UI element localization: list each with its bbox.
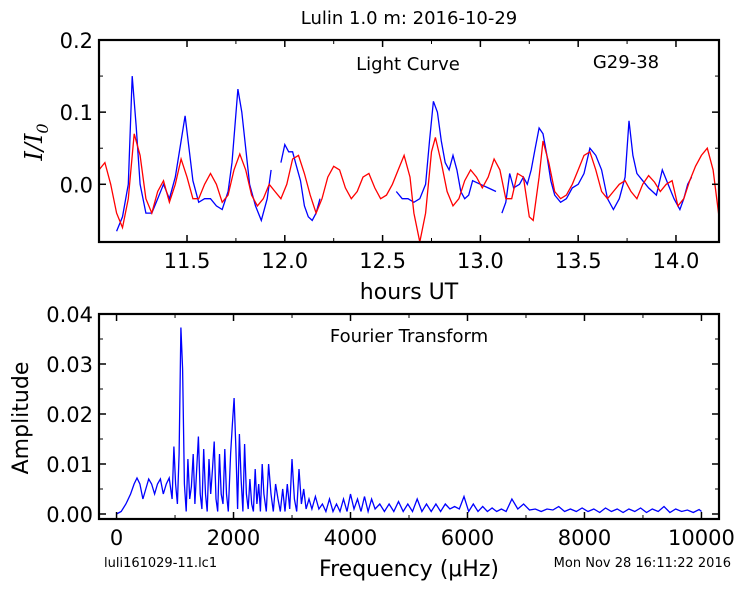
plot-frame: [97, 38, 721, 244]
light-curve-series-0-segment-3: [501, 120, 693, 214]
light-curve-ylabel: I/I0: [20, 123, 52, 161]
data-filename: luli161029-11.lc1: [104, 556, 217, 571]
y-tick-label: 0.2: [60, 29, 93, 53]
light-curve-series-1-segment-0: [99, 133, 719, 242]
x-tick-label: 10000: [668, 526, 735, 550]
y-tick-label: 0.0: [60, 173, 93, 197]
fourier-panel: Fourier Transform Frequency (μHz) Amplit…: [9, 303, 735, 582]
svg-text:I/I0: I/I0: [20, 123, 52, 161]
light-curve-series-0-segment-2: [395, 101, 497, 204]
x-tick-label: 2000: [207, 526, 260, 550]
x-tick-label: 14.0: [653, 249, 700, 273]
star-name-label: G29-38: [593, 52, 659, 73]
x-tick-label: 4000: [324, 526, 377, 550]
figure-title: Lulin 1.0 m: 2016-10-29: [301, 8, 518, 29]
x-tick-label: 12.5: [359, 249, 406, 273]
plot-timestamp: Mon Nov 28 16:11:22 2016: [554, 556, 731, 571]
x-tick-label: 13.0: [457, 249, 504, 273]
light-curve-title: Light Curve: [356, 54, 460, 75]
x-tick-label: 8000: [558, 526, 611, 550]
y-tick-label: 0.01: [46, 453, 93, 477]
x-tick-label: 12.0: [261, 249, 308, 273]
light-curve-series-0-segment-1: [280, 142, 321, 222]
y-tick-label: 0.00: [46, 503, 93, 527]
y-tick-label: 0.04: [46, 303, 93, 327]
fourier-series-0-segment-0: [116, 327, 702, 515]
y-tick-label: 0.03: [46, 353, 93, 377]
light-curve-series-0-segment-0: [115, 76, 272, 232]
y-tick-label: 0.1: [60, 101, 93, 125]
x-tick-label: 0: [110, 526, 123, 550]
fourier-ylabel: Amplitude: [9, 362, 34, 475]
light-curve-xlabel: hours UT: [360, 280, 459, 305]
light-curve-panel: Light Curve G29-38 hours UT I/I0 11.5 12.…: [20, 29, 721, 305]
x-tick-label: 11.5: [164, 249, 211, 273]
x-tick-label: 6000: [441, 526, 494, 550]
fourier-title: Fourier Transform: [330, 326, 488, 347]
fourier-xlabel: Frequency (μHz): [319, 557, 499, 582]
x-tick-label: 13.5: [555, 249, 602, 273]
y-tick-label: 0.02: [46, 403, 93, 427]
